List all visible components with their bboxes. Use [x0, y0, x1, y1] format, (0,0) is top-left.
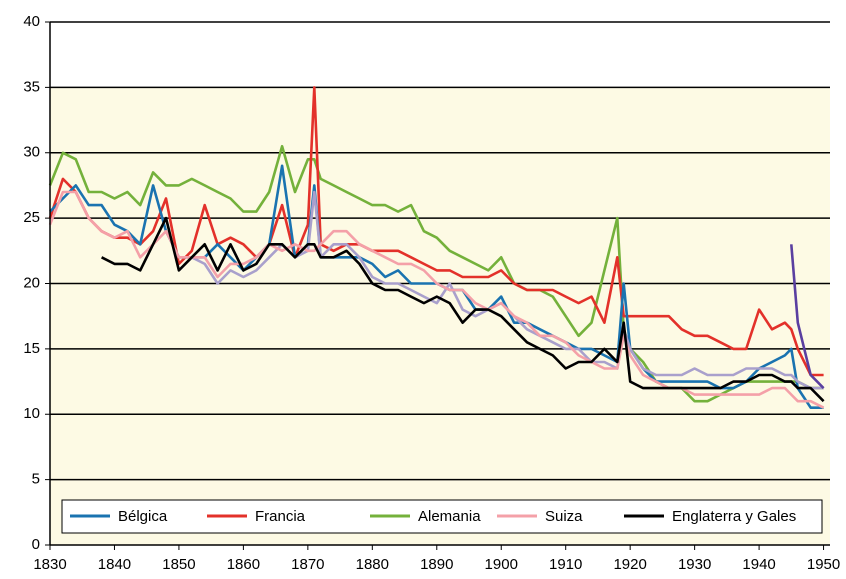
x-tick-label: 1850 — [162, 556, 195, 573]
y-tick-label: 15 — [23, 340, 40, 357]
legend — [61, 499, 823, 534]
legend-label: Suiza — [545, 508, 583, 525]
y-tick-label: 30 — [23, 144, 40, 161]
x-tick-label: 1840 — [98, 556, 131, 573]
series-line — [48, 190, 825, 409]
x-tick-label: 1860 — [227, 556, 260, 573]
x-tick-label: 1880 — [356, 556, 389, 573]
legend-label: Bélgica — [118, 508, 168, 525]
x-tick-label: 1940 — [742, 556, 775, 573]
x-tick-label: 1930 — [678, 556, 711, 573]
x-tick-label: 1950 — [807, 556, 840, 573]
lines — [48, 86, 825, 409]
x-tick-label: 1910 — [549, 556, 582, 573]
plot-band — [50, 22, 830, 88]
y-tick-label: 35 — [23, 78, 40, 95]
grid — [45, 21, 830, 550]
x-tick-label: 1920 — [613, 556, 646, 573]
y-tick-label: 5 — [32, 471, 40, 488]
legend-items: Bélgica Francia Alemania Suiza Englaterra y … — [70, 508, 796, 525]
y-tick-label: 25 — [23, 209, 40, 226]
legend-label: Francia — [255, 508, 306, 525]
series-line — [790, 244, 825, 390]
x-tick-label: 1890 — [420, 556, 453, 573]
series-line — [48, 144, 824, 403]
legend-label: Alemania — [418, 508, 481, 525]
x-tick-label: 1900 — [485, 556, 518, 573]
y-tick-label: 40 — [23, 13, 40, 30]
y-tick-label: 20 — [23, 274, 40, 291]
y-tick-label: 10 — [23, 405, 40, 422]
series-line — [101, 216, 825, 403]
y-tick-label: 0 — [32, 536, 40, 553]
x-tick-label: 1870 — [291, 556, 324, 573]
legend-label: Englaterra y Gales — [672, 508, 796, 525]
x-tick-label: 1830 — [33, 556, 66, 573]
